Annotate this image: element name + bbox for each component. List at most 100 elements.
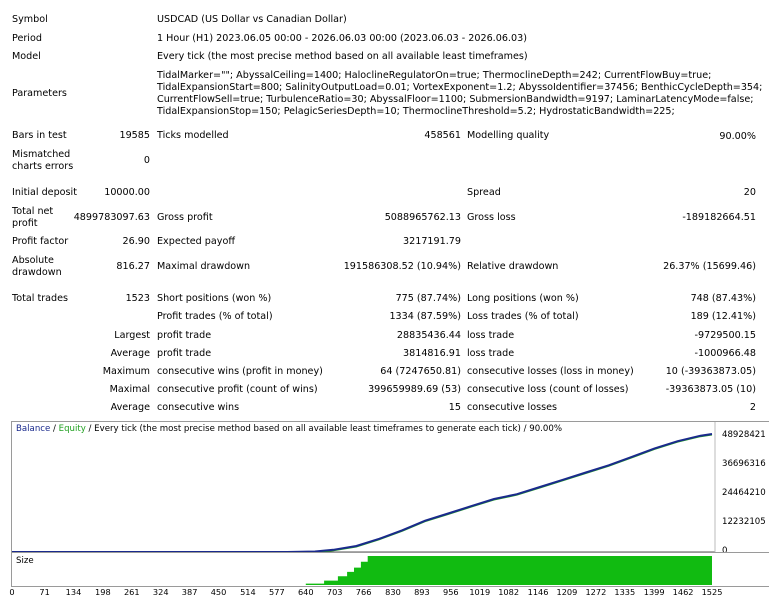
x-axis: 0 71 134 198 261 324 387 450 514 577 640 703 766 830 8… xyxy=(9,586,768,600)
value-max-cons-losses-money: 10 (-39363873.05) xyxy=(665,366,756,377)
x-tick-label: 1272 xyxy=(585,587,607,597)
y-tick-label: 0 xyxy=(722,546,728,556)
x-tick-label: 514 xyxy=(240,587,256,597)
y-tick-label: 36696316 xyxy=(722,459,766,469)
value-symbol: USDCAD (US Dollar vs Canadian Dollar) xyxy=(157,14,347,25)
label-mismatched-2: charts errors xyxy=(12,161,74,172)
x-tick-label: 1335 xyxy=(614,587,636,597)
label-total-trades: Total trades xyxy=(12,293,69,304)
value-period: 1 Hour (H1) 2023.06.05 00:00 - 2026.06.0… xyxy=(157,33,527,44)
label-expected-payoff: Expected payoff xyxy=(157,236,235,247)
label-initial-deposit: Initial deposit xyxy=(12,187,77,198)
label-symbol: Symbol xyxy=(12,14,48,25)
y-tick-label: 24464210 xyxy=(722,488,766,498)
label-gross-loss: Gross loss xyxy=(467,212,516,223)
label-long-positions: Long positions (won %) xyxy=(467,293,579,304)
label-model: Model xyxy=(12,51,41,62)
x-tick-label: 1209 xyxy=(556,587,578,597)
value-maximal-cons-profit: 399659989.69 (53) xyxy=(368,384,461,395)
label-largest-loss-trade: loss trade xyxy=(467,330,515,341)
legend-balance: Balance xyxy=(16,424,51,434)
label-gross-profit: Gross profit xyxy=(157,212,213,223)
legend-separator: / xyxy=(50,424,59,434)
label-maximal-drawdown: Maximal drawdown xyxy=(157,261,251,272)
value-largest-loss: -9729500.15 xyxy=(694,330,756,341)
x-tick-label: 134 xyxy=(65,587,82,597)
label-absolute-2: drawdown xyxy=(12,267,62,278)
x-tick-label: 1146 xyxy=(527,587,549,597)
value-ticks-modelled: 458561 xyxy=(424,130,461,141)
label-maximum: Maximum xyxy=(102,366,150,377)
x-tick-label: 1082 xyxy=(498,587,520,597)
label-period: Period xyxy=(12,33,42,44)
x-tick-label: 198 xyxy=(95,587,111,597)
value-parameters: TidalMarker=""; AbyssalCeiling=1400; Hal… xyxy=(157,70,767,118)
value-maximal-cons-loss: -39363873.05 (10) xyxy=(665,384,756,395)
value-mismatched: 0 xyxy=(143,155,150,166)
label-bars-in-test: Bars in test xyxy=(12,130,67,141)
x-tick-label: 830 xyxy=(385,587,401,597)
parameters-line: CurrentFlowSell=true; TurbulenceRatio=30… xyxy=(157,94,754,105)
y-tick-label: 12232105 xyxy=(722,517,766,527)
label-ticks-modelled: Ticks modelled xyxy=(157,130,229,141)
value-gross-loss: -189182664.51 xyxy=(682,212,756,223)
value-largest-profit: 28835436.44 xyxy=(396,330,461,341)
label-short-positions: Short positions (won %) xyxy=(157,293,272,304)
label-spread: Spread xyxy=(467,187,501,198)
chart-title-text: / Every tick (the most precise method ba… xyxy=(85,424,562,434)
x-tick-label: 893 xyxy=(414,587,430,597)
value-profit-trades: 1334 (87.59%) xyxy=(389,311,461,322)
label-total-net-1: Total net xyxy=(12,206,54,217)
equity-line xyxy=(12,434,713,554)
x-tick-label: 0 xyxy=(9,587,15,597)
balance-chart: Balance / Equity / Every tick (the most … xyxy=(11,421,769,559)
label-average-cons: Average xyxy=(110,402,150,413)
value-max-cons-wins-money: 64 (7247650.81) xyxy=(380,366,461,377)
label-profit-trades: Profit trades (% of total) xyxy=(157,311,273,322)
label-average-loss-trade: loss trade xyxy=(467,348,515,359)
value-long-positions: 748 (87.43%) xyxy=(690,293,756,304)
x-tick-label: 71 xyxy=(39,587,50,597)
x-tick-label: 1462 xyxy=(672,587,694,597)
size-area xyxy=(305,556,712,585)
label-largest-profit-trade: profit trade xyxy=(157,330,212,341)
label-mismatched-1: Mismatched xyxy=(12,149,71,160)
value-profit-factor: 26.90 xyxy=(122,236,150,247)
x-tick-label: 1525 xyxy=(701,587,723,597)
label-total-net-2: profit xyxy=(12,218,38,229)
label-cons-losses-money: consecutive losses (loss in money) xyxy=(467,366,634,377)
value-total-trades: 1523 xyxy=(125,293,150,304)
parameters-line: TidalExpansionStop=150; PelagicSeriesDep… xyxy=(157,106,675,117)
x-tick-label: 450 xyxy=(210,587,227,597)
x-tick-label: 387 xyxy=(181,587,198,597)
value-gross-profit: 5088965762.13 xyxy=(384,212,461,223)
value-avg-cons-losses: 2 xyxy=(749,402,756,413)
parameters-line: TidalExpansionStart=800; SalinityOutputL… xyxy=(157,82,763,93)
x-tick-label: 577 xyxy=(269,587,285,597)
value-expected-payoff: 3217191.79 xyxy=(403,236,461,247)
value-average-profit: 3814816.91 xyxy=(403,348,461,359)
parameters-line: TidalMarker=""; AbyssalCeiling=1400; Hal… xyxy=(157,70,712,81)
legend-equity: Equity xyxy=(58,424,86,434)
balance-line xyxy=(12,433,713,553)
balance-chart-svg xyxy=(12,422,716,558)
value-relative-drawdown: 26.37% (15699.46) xyxy=(663,261,756,272)
value-initial-deposit: 10000.00 xyxy=(104,187,150,198)
value-maximal-drawdown: 191586308.52 (10.94%) xyxy=(343,261,461,272)
label-cons-wins-money: consecutive wins (profit in money) xyxy=(157,366,323,377)
x-tick-label: 956 xyxy=(442,587,459,597)
label-absolute-1: Absolute xyxy=(12,255,54,266)
x-tick-label: 1019 xyxy=(469,587,491,597)
size-panel: Size xyxy=(11,552,769,587)
x-tick-label: 703 xyxy=(326,587,343,597)
value-modelling-quality: 90.00% xyxy=(719,131,756,142)
label-cons-loss-count: consecutive loss (count of losses) xyxy=(467,384,629,395)
value-avg-cons-wins: 15 xyxy=(448,402,461,413)
x-tick-label: 1399 xyxy=(643,587,665,597)
label-maximal: Maximal xyxy=(109,384,150,395)
value-total-net-profit: 4899783097.63 xyxy=(73,212,150,223)
label-average-profit-trade: profit trade xyxy=(157,348,212,359)
label-profit-factor: Profit factor xyxy=(12,236,69,247)
x-tick-label: 640 xyxy=(297,587,314,597)
label-relative-drawdown: Relative drawdown xyxy=(467,261,559,272)
